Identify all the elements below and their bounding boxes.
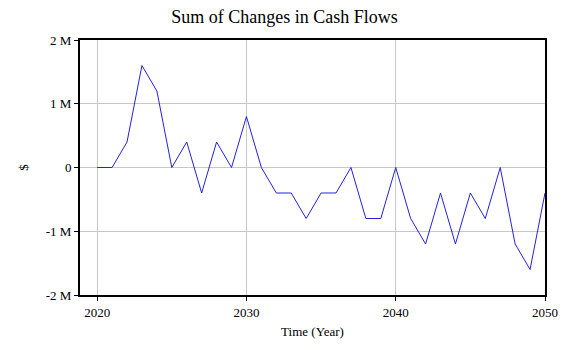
svg-text:Time (Year): Time (Year): [281, 324, 344, 339]
svg-text:2050: 2050: [532, 305, 558, 320]
svg-text:2020: 2020: [84, 305, 110, 320]
svg-text:2 M: 2 M: [50, 33, 72, 48]
svg-text:0: 0: [65, 160, 72, 175]
svg-text:2030: 2030: [233, 305, 259, 320]
svg-text:-1 M: -1 M: [46, 224, 72, 239]
svg-text:1 M: 1 M: [50, 96, 72, 111]
svg-text:2040: 2040: [383, 305, 409, 320]
svg-text:Sum of Changes in Cash Flows: Sum of Changes in Cash Flows: [171, 7, 398, 27]
svg-text:-2 M: -2 M: [46, 288, 72, 303]
svg-text:$: $: [16, 164, 31, 171]
